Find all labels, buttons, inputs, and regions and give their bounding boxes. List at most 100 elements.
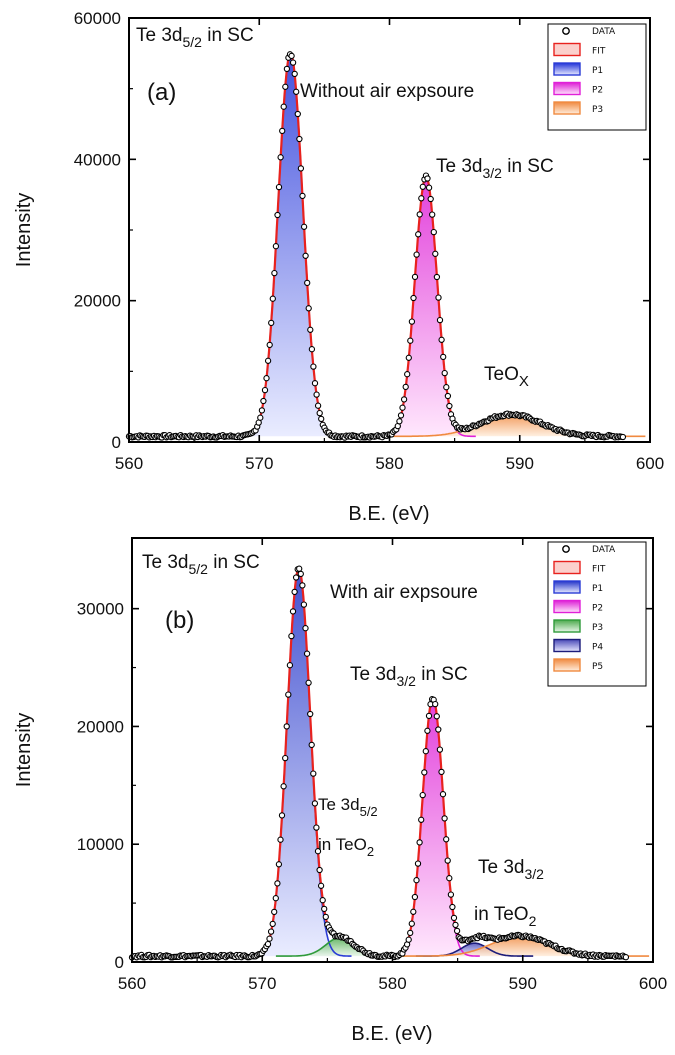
data-point: [297, 570, 304, 578]
data-point: [291, 588, 298, 596]
data-point: [405, 936, 412, 943]
oxide1-annotation-line1: Te 3d5/2: [318, 795, 378, 819]
data-point: [404, 371, 411, 378]
data-point: [302, 625, 309, 632]
data-point: [293, 88, 300, 95]
data-point: [432, 250, 439, 257]
data-point: [294, 110, 301, 118]
legend-label-p1: P1: [592, 584, 603, 594]
x-tick-label: 580: [378, 974, 406, 993]
peak1-annotation: Te 3d5/2 in SC: [136, 25, 254, 50]
data-point: [288, 632, 295, 640]
data-point: [410, 294, 417, 302]
data-point: [440, 353, 447, 361]
data-point: [314, 848, 322, 855]
peak2-annotation: Te 3d3/2 in SC: [436, 156, 554, 181]
data-point: [400, 396, 408, 403]
peak2-annotation: Te 3d3/2 in SC: [350, 664, 468, 689]
data-point: [266, 935, 273, 942]
oxide2-annotation-line2: in TeO2: [474, 904, 537, 929]
data-point: [415, 231, 422, 238]
data-point: [300, 223, 308, 230]
data-point: [432, 700, 439, 708]
panel-a-chart: 560 570 580 590 600 0 20000 40000 60000 (a) With…: [13, 9, 664, 525]
data-point: [313, 391, 320, 398]
data-point: [300, 601, 308, 608]
legend-label-data: DATA: [592, 545, 616, 555]
data-point: [292, 574, 300, 581]
legend-label-data: DATA: [592, 27, 616, 37]
legend-swatch-p3: [553, 101, 581, 115]
data-point: [311, 800, 319, 807]
data-point: [307, 326, 314, 333]
legend-data-marker: [562, 545, 570, 553]
data-point: [407, 337, 414, 344]
peak-fill-p2: [386, 698, 480, 957]
data-point: [444, 857, 451, 864]
data-point: [433, 273, 441, 281]
legend-label-fit: FIT: [592, 565, 606, 575]
legend-label-p2: P2: [592, 604, 603, 614]
data-point: [413, 251, 420, 258]
data-point: [318, 415, 325, 423]
data-point: [424, 175, 431, 182]
y-tick-label: 30000: [77, 600, 124, 619]
legend-swatch-p1: [553, 62, 581, 76]
data-point: [283, 65, 291, 73]
x-tick-label: 600: [639, 974, 667, 993]
data-point: [450, 914, 458, 922]
data-point: [316, 409, 323, 417]
data-point: [305, 679, 312, 686]
legend-swatch-p2: [553, 81, 581, 96]
data-point: [278, 812, 286, 819]
data-point: [316, 866, 323, 874]
data-point: [419, 791, 426, 799]
data-point: [399, 404, 406, 411]
panel-label: (b): [165, 607, 194, 634]
data-point: [414, 860, 422, 867]
data-point: [436, 746, 444, 753]
data-point: [277, 154, 284, 161]
oxide-annotation: TeOX: [484, 364, 529, 390]
data-point: [297, 165, 305, 172]
data-point: [314, 402, 322, 409]
data-point: [397, 412, 405, 419]
data-point: [425, 184, 433, 191]
data-point: [296, 565, 303, 572]
peak-fill-p1: [246, 568, 352, 957]
data-point: [421, 769, 428, 776]
legend-label-fit: FIT: [592, 47, 606, 57]
data-point: [452, 921, 459, 929]
data-point: [299, 192, 306, 200]
x-tick-label: 590: [509, 974, 537, 993]
data-point: [439, 791, 447, 798]
y-tick-label: 0: [115, 953, 124, 972]
data-point: [280, 103, 287, 110]
data-point: [282, 83, 289, 90]
data-point: [274, 880, 281, 887]
x-tick-label: 580: [375, 454, 403, 473]
data-point: [269, 920, 276, 928]
data-point: [310, 770, 317, 777]
data-point: [433, 713, 440, 720]
data-point: [444, 392, 452, 400]
legend-label-p2: P2: [592, 86, 603, 96]
condition-label: Without air expsoure: [300, 81, 474, 102]
data-point: [396, 418, 403, 425]
data-point: [308, 741, 315, 749]
data-point: [305, 305, 312, 312]
data-point: [271, 908, 278, 916]
data-point: [418, 816, 425, 823]
legend-swatch-p4: [553, 638, 581, 653]
data-point: [443, 384, 450, 391]
legend-label-p3: P3: [592, 623, 603, 633]
data-point: [299, 582, 306, 589]
legend-swatch-p5: [553, 658, 581, 672]
data-point: [622, 954, 630, 961]
data-point: [453, 927, 461, 935]
data-point: [302, 252, 309, 259]
data-point: [429, 211, 436, 218]
data-point: [427, 195, 434, 203]
data-point: [258, 407, 266, 414]
data-point: [411, 893, 419, 901]
